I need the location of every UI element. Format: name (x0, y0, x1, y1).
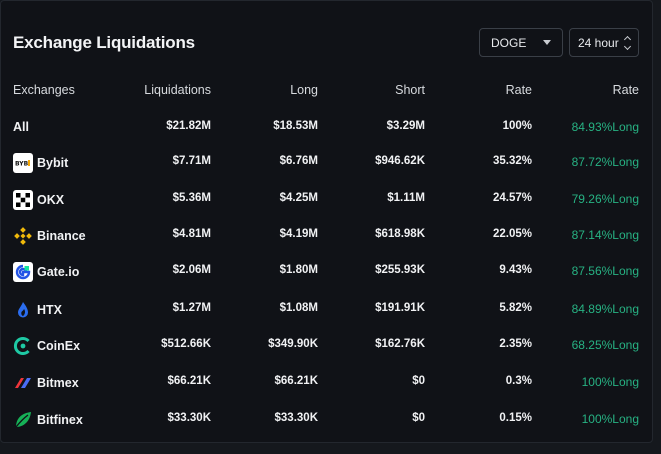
col-header-exchanges[interactable]: Exchanges (13, 83, 75, 97)
panel-title: Exchange Liquidations (13, 33, 195, 52)
rate-value: 24.57% (492, 192, 532, 204)
rate-value: 22.05% (492, 228, 532, 240)
exchange-name: Binance (37, 229, 86, 243)
exchange-name: Bitmex (37, 376, 79, 390)
long-value: $4.19M (279, 228, 318, 240)
rate-value: 0.3% (505, 375, 532, 387)
exchange-liquidations-panel: Exchange Liquidations DOGE 24 hour Excha… (0, 0, 653, 443)
coin-select-value: DOGE (491, 35, 527, 50)
long-value: $4.25M (279, 192, 318, 204)
table-row[interactable]: BYB Bybit $7.71M $6.76M $946.62K 35.32% … (1, 153, 654, 173)
exchange-name: All (13, 120, 29, 134)
rate-value: 9.43% (499, 264, 532, 276)
rate-value: 35.32% (492, 155, 532, 167)
liquidations-value: $33.30K (167, 412, 211, 424)
liquidations-value: $7.71M (172, 155, 211, 167)
table-row[interactable]: OKX $5.36M $4.25M $1.11M 24.57% 79.26%Lo… (1, 190, 654, 210)
svg-text:BYB: BYB (15, 161, 29, 168)
binance-logo-icon (13, 226, 33, 246)
short-value: $1.11M (387, 192, 425, 204)
bitfinex-logo-icon (13, 410, 33, 430)
rate-value: 2.35% (499, 338, 532, 350)
short-value: $255.93K (375, 264, 425, 276)
rate-value: 5.82% (499, 302, 532, 314)
liquidations-value: $21.82M (166, 120, 211, 132)
gateio-logo-icon (13, 262, 33, 282)
exchange-name: HTX (37, 303, 62, 317)
table-row[interactable]: Binance $4.81M $4.19M $618.98K 22.05% 87… (1, 226, 654, 246)
liquidations-value: $66.21K (167, 375, 211, 387)
coin-select[interactable]: DOGE (479, 28, 563, 57)
short-value: $162.76K (375, 338, 425, 350)
table-row[interactable]: HTX $1.27M $1.08M $191.91K 5.82% 84.89%L… (1, 300, 654, 320)
coinex-logo-icon (13, 336, 33, 356)
liquidations-value: $2.06M (172, 264, 211, 276)
rate-value: 0.15% (499, 412, 532, 424)
exchange-name: OKX (37, 193, 65, 207)
short-value: $618.98K (375, 228, 425, 240)
table-row[interactable]: Bitmex $66.21K $66.21K $0 0.3% 100%Long (1, 373, 654, 393)
liquidations-value: $1.27M (172, 302, 211, 314)
long-value: $66.21K (274, 375, 318, 387)
table-row[interactable]: Gate.io $2.06M $1.80M $255.93K 9.43% 87.… (1, 262, 654, 282)
bitmex-logo-icon (13, 373, 33, 393)
col-header-long[interactable]: Long (290, 83, 318, 97)
up-down-chevron-icon (623, 35, 632, 51)
okx-logo-icon (13, 190, 33, 210)
col-header-short[interactable]: Short (395, 83, 425, 97)
exchange-name: Bitfinex (37, 413, 83, 427)
liquidations-value: $4.81M (172, 228, 211, 240)
exchange-name: CoinEx (37, 339, 81, 353)
long-rate-value: 87.72%Long (571, 155, 639, 169)
bybit-logo-icon: BYB (13, 153, 33, 173)
table-row[interactable]: CoinEx $512.66K $349.90K $162.76K 2.35% … (1, 336, 654, 356)
long-value: $6.76M (279, 155, 318, 167)
long-rate-value: 87.14%Long (571, 228, 639, 242)
short-value: $0 (412, 375, 425, 387)
long-value: $33.30K (274, 412, 318, 424)
short-value: $191.91K (375, 302, 425, 314)
long-rate-value: 84.93%Long (571, 120, 639, 134)
long-rate-value: 100%Long (581, 412, 639, 426)
table-header: Exchanges Liquidations Long Short Rate R… (1, 81, 654, 101)
long-value: $1.80M (279, 264, 318, 276)
table-row[interactable]: All $21.82M $18.53M $3.29M 100% 84.93%Lo… (1, 118, 654, 138)
long-value: $18.53M (273, 120, 318, 132)
col-header-long-rate[interactable]: Rate (612, 83, 639, 97)
timeframe-select[interactable]: 24 hour (569, 28, 639, 57)
short-value: $0 (412, 412, 425, 424)
long-rate-value: 68.25%Long (571, 338, 639, 352)
long-rate-value: 100%Long (581, 375, 639, 389)
long-value: $349.90K (268, 338, 318, 350)
long-value: $1.08M (279, 302, 318, 314)
htx-logo-icon (13, 300, 33, 320)
chevron-down-icon (543, 40, 551, 45)
col-header-rate[interactable]: Rate (505, 83, 532, 97)
liquidations-value: $512.66K (161, 338, 211, 350)
liquidations-value: $5.36M (172, 192, 211, 204)
long-rate-value: 87.56%Long (571, 264, 639, 278)
table-row[interactable]: Bitfinex $33.30K $33.30K $0 0.15% 100%Lo… (1, 410, 654, 430)
timeframe-select-value: 24 hour (578, 35, 619, 50)
long-rate-value: 84.89%Long (571, 302, 639, 316)
exchange-name: Bybit (37, 156, 69, 170)
short-value: $3.29M (386, 120, 425, 132)
exchange-name: Gate.io (37, 265, 80, 279)
col-header-liquidations[interactable]: Liquidations (144, 83, 211, 97)
short-value: $946.62K (375, 155, 425, 167)
long-rate-value: 79.26%Long (571, 192, 639, 206)
rate-value: 100% (502, 120, 532, 132)
